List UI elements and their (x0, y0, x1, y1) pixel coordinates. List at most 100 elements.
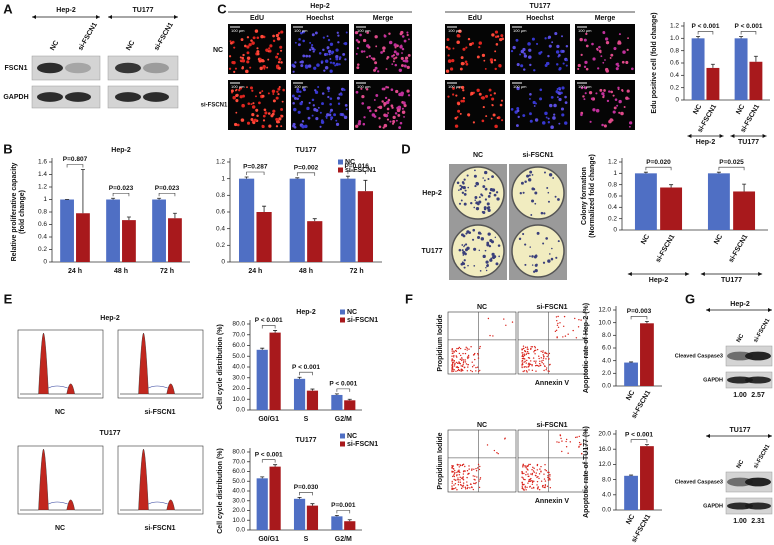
cell (228, 67, 232, 70)
cell (462, 47, 466, 51)
cell (334, 64, 337, 67)
error-bar (334, 393, 339, 395)
cell (467, 37, 471, 41)
cell (390, 88, 394, 92)
cell (254, 29, 259, 33)
event (455, 361, 458, 364)
cell (393, 57, 396, 60)
event (545, 369, 547, 371)
cell (516, 63, 520, 67)
event (538, 477, 540, 480)
colony (478, 249, 481, 252)
cell (246, 45, 250, 49)
colony (463, 244, 466, 247)
event (529, 480, 531, 482)
event (523, 354, 526, 357)
cell (329, 97, 333, 100)
cell (329, 69, 333, 73)
cell (386, 55, 390, 59)
colony (491, 255, 496, 260)
cell (260, 58, 265, 63)
bar (624, 362, 638, 386)
event (474, 352, 476, 355)
colony (522, 232, 525, 236)
cell (589, 120, 592, 123)
cell (392, 115, 396, 119)
label: 1.00 (733, 392, 747, 399)
cell (262, 119, 266, 122)
event (536, 469, 538, 471)
y-axis-label: Edu positive cell (fold change) (651, 12, 658, 113)
label: Merge (373, 15, 394, 22)
event (531, 346, 534, 348)
cell (407, 53, 411, 57)
bar (60, 199, 74, 262)
cell (510, 108, 514, 111)
cell (580, 113, 583, 117)
cell (393, 43, 397, 47)
cell (268, 124, 272, 128)
bar (749, 61, 763, 100)
cell (401, 107, 404, 110)
cell (373, 99, 376, 101)
event (453, 487, 455, 490)
p-value: P=0.023 (155, 185, 180, 192)
cell (361, 102, 365, 105)
panel-letter: G (685, 291, 695, 306)
event (455, 370, 457, 372)
cell (229, 40, 232, 43)
event (532, 357, 535, 359)
event (467, 472, 470, 475)
colony (518, 237, 522, 241)
cell (407, 94, 411, 97)
event (462, 473, 465, 475)
event (455, 355, 457, 357)
event (451, 482, 453, 484)
cell (362, 122, 366, 126)
cell (335, 122, 340, 126)
event (456, 356, 458, 358)
colony (463, 245, 465, 248)
cell (298, 94, 301, 98)
event (471, 361, 473, 363)
event (544, 351, 546, 354)
cell (484, 67, 487, 70)
label: Hep-2 (422, 190, 442, 197)
cell (401, 47, 405, 51)
event (464, 488, 467, 490)
event (451, 350, 453, 352)
cell (357, 122, 361, 126)
colony (536, 231, 540, 235)
cell (591, 42, 594, 46)
cell (368, 54, 371, 58)
event (464, 465, 466, 468)
event (543, 356, 545, 358)
label: TU177 (99, 430, 120, 437)
cell (558, 54, 561, 57)
event (476, 467, 479, 469)
cell (498, 64, 502, 68)
group-label: TU177 (721, 277, 742, 284)
cell (321, 92, 325, 95)
cell (330, 116, 334, 120)
event (563, 315, 566, 318)
event (477, 463, 480, 466)
event (549, 487, 552, 489)
cell (590, 97, 594, 100)
error-bar (244, 176, 249, 179)
cell (500, 119, 504, 122)
error-bar (297, 496, 302, 499)
event (561, 450, 563, 453)
cell (252, 36, 256, 40)
cell (326, 35, 329, 38)
event (530, 347, 532, 350)
event (534, 346, 536, 349)
cell (301, 125, 305, 129)
cell (601, 92, 605, 96)
event (454, 469, 456, 472)
cell (481, 119, 485, 123)
colony (458, 202, 462, 205)
cell (246, 51, 250, 55)
event (462, 470, 465, 473)
cell (595, 92, 598, 95)
